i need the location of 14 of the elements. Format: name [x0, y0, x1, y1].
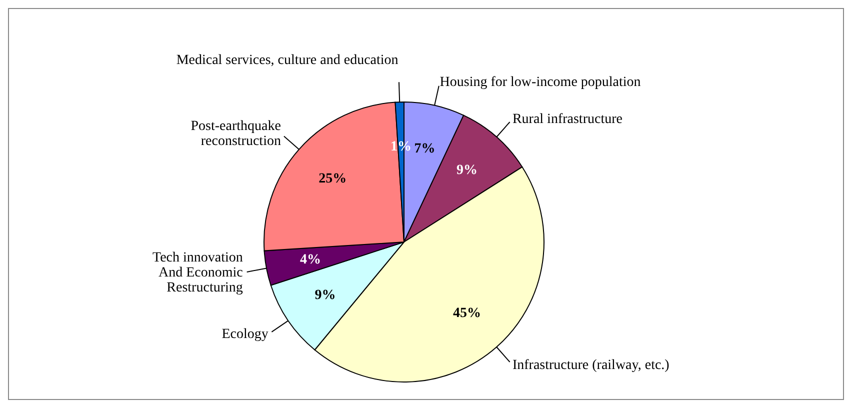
slice-label: Rural infrastructure [512, 111, 622, 126]
slice-label: Tech innovation And Economic Restructuring [152, 250, 243, 296]
slice-label: Post-earthquake reconstruction [190, 118, 281, 149]
slice-label: Infrastructure (railway, etc.) [512, 358, 670, 373]
data-label: 7% [414, 142, 436, 157]
data-label: 25% [318, 172, 347, 187]
data-label: 9% [456, 163, 478, 178]
data-label: 4% [300, 252, 321, 268]
data-label: 1% [390, 139, 412, 154]
data-label: 9% [314, 288, 336, 304]
slice-label: Housing for low-income population [440, 74, 641, 90]
slice-label: Medical services, culture and education [176, 52, 398, 68]
data-label: 45% [452, 306, 481, 321]
slice-label: Ecology [222, 326, 268, 342]
